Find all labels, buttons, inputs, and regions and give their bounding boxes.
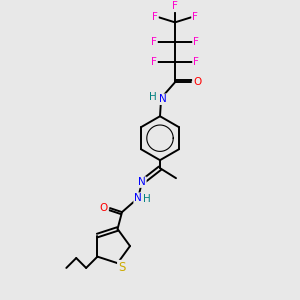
Text: N: N [138,177,146,187]
Text: F: F [193,37,199,47]
Text: F: F [193,57,199,67]
Text: F: F [172,2,178,11]
Text: F: F [152,12,158,22]
Text: H: H [149,92,157,102]
Text: H: H [143,194,151,204]
Text: O: O [193,77,201,87]
Text: F: F [192,12,198,22]
Text: S: S [118,261,125,274]
Text: F: F [151,37,157,47]
Text: F: F [151,57,157,67]
Text: N: N [134,193,142,203]
Text: O: O [100,203,108,213]
Text: N: N [159,94,167,104]
